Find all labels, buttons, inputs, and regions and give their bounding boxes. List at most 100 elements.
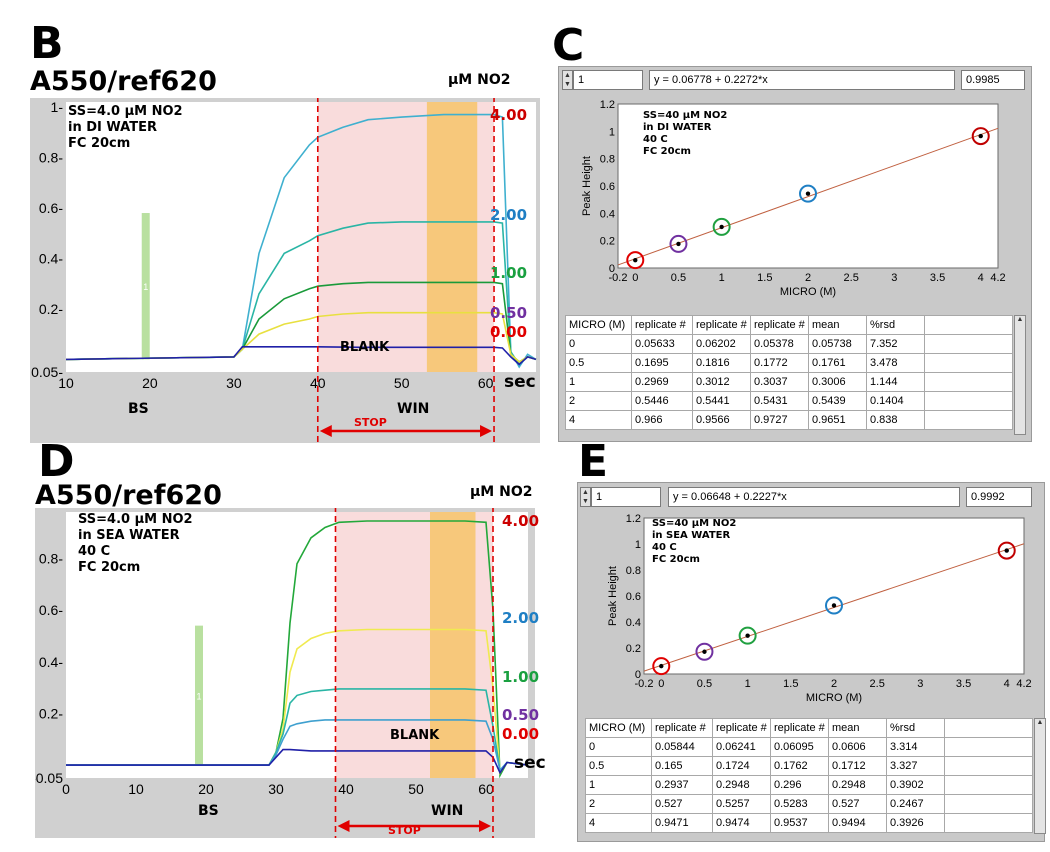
table-cell[interactable]: 0.1761 — [808, 353, 867, 373]
standard-ring — [825, 596, 843, 615]
table-cell[interactable]: 0.06241 — [712, 737, 771, 757]
table-cell[interactable]: 0.165 — [651, 756, 713, 776]
table-cell[interactable]: 0.1816 — [692, 353, 751, 373]
table-cell[interactable]: 0.1724 — [712, 756, 771, 776]
table-cell[interactable]: 0.966 — [631, 410, 693, 430]
table-cell[interactable]: 0.527 — [651, 794, 713, 814]
column-header: replicate # — [770, 718, 829, 738]
table-cell[interactable]: 0.1772 — [750, 353, 809, 373]
table-row[interactable]: 0.5 0.1695 0.1816 0.1772 0.1761 3.478 — [565, 353, 1013, 373]
standard-ring — [738, 626, 757, 645]
data-point — [633, 257, 638, 263]
table-row[interactable]: 0.5 0.165 0.1724 0.1762 0.1712 3.327 — [585, 756, 1033, 776]
table-cell[interactable]: 2 — [585, 794, 652, 814]
table-cell[interactable]: 0.5446 — [631, 391, 693, 411]
table-cell[interactable]: 4 — [565, 410, 632, 430]
table-header-row: MICRO (M) replicate # replicate # replic… — [565, 315, 1013, 335]
table-cell[interactable]: 0.9494 — [828, 813, 887, 833]
index-stepper[interactable]: ▲ ▼ — [562, 70, 573, 90]
table-cell[interactable]: 0.296 — [770, 775, 829, 795]
stop-arrow-head — [479, 820, 491, 832]
table-cell[interactable]: 0.2969 — [631, 372, 693, 392]
table-cell[interactable]: 3.478 — [866, 353, 925, 373]
equation-field: y = 0.06778 + 0.2272*x — [649, 70, 955, 90]
y-tick-label: 0.4 — [626, 617, 641, 629]
data-point — [719, 224, 724, 230]
panel-b-conditions: SS=4.0 μM NO2 in DI WATER FC 20cm — [68, 104, 183, 152]
table-cell[interactable]: 0.05633 — [631, 334, 693, 354]
condition-line: FC 20cm — [652, 554, 700, 565]
table-row[interactable]: 2 0.5446 0.5441 0.5431 0.5439 0.1404 — [565, 391, 1013, 411]
table-cell[interactable]: 0.9537 — [770, 813, 829, 833]
table-cell[interactable]: 0.3012 — [692, 372, 751, 392]
table-cell[interactable]: 0.5283 — [770, 794, 829, 814]
table-cell[interactable]: 0 — [565, 334, 632, 354]
table-cell[interactable]: 0.2937 — [651, 775, 713, 795]
table-cell[interactable]: 0.0606 — [828, 737, 887, 757]
table-cell[interactable]: 0.527 — [828, 794, 887, 814]
x-tick-label: 4.2 — [1016, 678, 1031, 690]
table-cell[interactable]: 1 — [565, 372, 632, 392]
index-field[interactable]: 1 — [591, 487, 661, 507]
table-cell[interactable]: 1 — [585, 775, 652, 795]
table-cell[interactable]: 0.9471 — [651, 813, 713, 833]
table-cell[interactable]: 7.352 — [866, 334, 925, 354]
table-cell[interactable]: 0.3902 — [886, 775, 945, 795]
index-field[interactable]: 1 — [573, 70, 643, 90]
bs-label: BS — [128, 401, 149, 417]
panel-c-calibration-plot: -0.2 0 0.5 1 1.5 2 2.5 3 3.5 4 4.200.20.40.60.811.… — [560, 94, 1028, 312]
index-stepper[interactable]: ▲ ▼ — [580, 487, 591, 507]
table-row[interactable]: 4 0.9471 0.9474 0.9537 0.9494 0.3926 — [585, 813, 1033, 833]
table-cell[interactable]: 0.5 — [565, 353, 632, 373]
table-cell[interactable]: 3.327 — [886, 756, 945, 776]
table-cell[interactable]: 0.838 — [866, 410, 925, 430]
table-cell[interactable]: 0 — [585, 737, 652, 757]
table-cell[interactable]: 0.2467 — [886, 794, 945, 814]
panel-letter-b: B — [30, 18, 64, 69]
table-cell[interactable]: 0.5431 — [750, 391, 809, 411]
table-row[interactable]: 4 0.966 0.9566 0.9727 0.9651 0.838 — [565, 410, 1013, 430]
table-cell[interactable]: 0.05844 — [651, 737, 713, 757]
table-cell[interactable]: 0.06095 — [770, 737, 829, 757]
table-cell[interactable]: 0.9651 — [808, 410, 867, 430]
table-cell[interactable]: 0.2948 — [828, 775, 887, 795]
x-tick-label: 1.5 — [783, 678, 798, 690]
table-row[interactable]: 0 0.05633 0.06202 0.05378 0.05738 7.352 — [565, 334, 1013, 354]
table-cell[interactable]: 0.1695 — [631, 353, 693, 373]
y-tick-label: 0.8- — [39, 550, 63, 566]
table-cell[interactable]: 0.9727 — [750, 410, 809, 430]
table-cell[interactable]: 4 — [585, 813, 652, 833]
table-cell[interactable]: 0.5 — [585, 756, 652, 776]
table-row[interactable]: 2 0.527 0.5257 0.5283 0.527 0.2467 — [585, 794, 1033, 814]
table-cell[interactable]: 0.3006 — [808, 372, 867, 392]
panel-b-title: A550/ref620 — [30, 66, 217, 97]
x-axis-label: MICRO (M) — [780, 286, 836, 298]
table-scrollbar[interactable]: ▲ — [1014, 315, 1026, 435]
x-tick-label: 20 — [142, 375, 158, 391]
table-cell[interactable]: 0.5441 — [692, 391, 751, 411]
table-scrollbar[interactable]: ▲ — [1034, 718, 1046, 834]
table-cell[interactable]: 2 — [565, 391, 632, 411]
table-cell[interactable]: 0.1712 — [828, 756, 887, 776]
table-cell[interactable]: 0.5439 — [808, 391, 867, 411]
table-cell[interactable]: 0.5257 — [712, 794, 771, 814]
table-cell[interactable]: 0.9566 — [692, 410, 751, 430]
column-header: replicate # — [750, 315, 809, 335]
table-cell[interactable]: 0.1762 — [770, 756, 829, 776]
y-tick-label: 0.2 — [600, 236, 615, 248]
table-row[interactable]: 0 0.05844 0.06241 0.06095 0.0606 3.314 — [585, 737, 1033, 757]
table-row[interactable]: 1 0.2969 0.3012 0.3037 0.3006 1.144 — [565, 372, 1013, 392]
table-cell[interactable]: 1.144 — [866, 372, 925, 392]
table-cell[interactable]: 3.314 — [886, 737, 945, 757]
table-cell[interactable]: 0.1404 — [866, 391, 925, 411]
table-cell[interactable]: 0.05738 — [808, 334, 867, 354]
standard-ring — [669, 234, 688, 253]
table-cell[interactable]: 0.9474 — [712, 813, 771, 833]
table-row[interactable]: 1 0.2937 0.2948 0.296 0.2948 0.3902 — [585, 775, 1033, 795]
table-cell[interactable]: 0.3037 — [750, 372, 809, 392]
table-cell[interactable]: 0.05378 — [750, 334, 809, 354]
stop-arrow-head — [319, 425, 332, 437]
table-cell[interactable]: 0.2948 — [712, 775, 771, 795]
table-cell[interactable]: 0.06202 — [692, 334, 751, 354]
table-cell[interactable]: 0.3926 — [886, 813, 945, 833]
